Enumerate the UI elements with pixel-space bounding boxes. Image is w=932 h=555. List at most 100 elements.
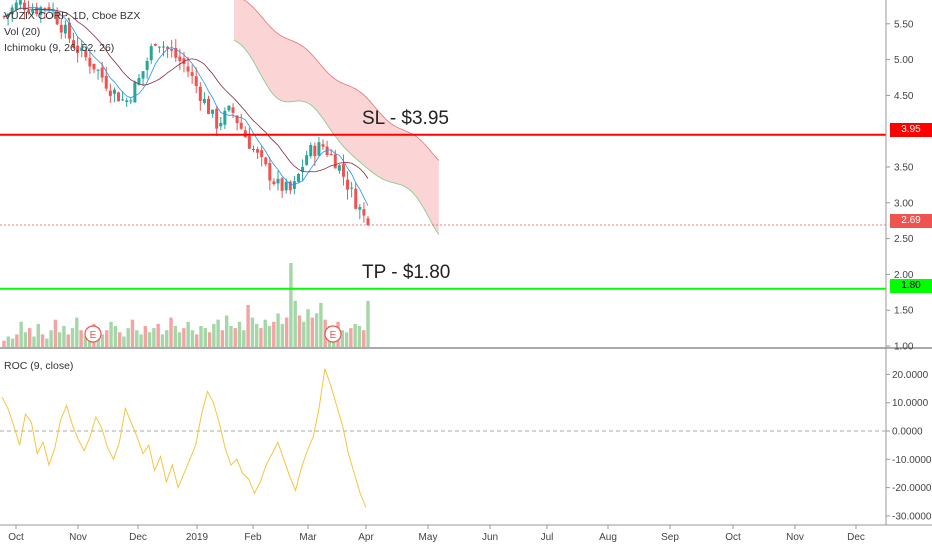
candle-body: [198, 86, 202, 101]
candle-body: [43, 8, 47, 10]
candle-body: [362, 209, 366, 216]
candlesticks: [2, 0, 370, 227]
volume-bar: [156, 323, 160, 347]
volume-bar: [40, 334, 45, 347]
volume-bar: [242, 330, 246, 347]
volume-bar: [340, 330, 345, 347]
volume-bar: [139, 334, 143, 347]
volume-bar: [276, 313, 280, 347]
time-tick-label: 2019: [186, 532, 209, 543]
volume-bar: [207, 332, 212, 347]
conversion-line: [3, 6, 369, 206]
candle-body: [223, 110, 227, 125]
volume-bar: [267, 326, 272, 347]
price-tick-label: 5.00: [894, 55, 914, 66]
candle-body: [153, 44, 157, 46]
volume-bar: [362, 330, 366, 347]
legend-symbol: VUZIX CORP, 1D, Cboe BZX: [4, 10, 141, 22]
volume-bar: [224, 315, 229, 347]
candle-body: [346, 179, 350, 190]
time-tick-label: Nov: [69, 532, 87, 543]
stop-loss-price-tag: 3.95: [890, 123, 932, 137]
volume-bar: [57, 332, 62, 347]
volume-bar: [302, 321, 306, 347]
candle-body: [272, 181, 276, 185]
time-tick-label: Aug: [599, 532, 617, 543]
volume-bar: [195, 334, 199, 347]
candle-body: [206, 98, 210, 114]
volume-bar: [109, 321, 113, 347]
volume-bar: [259, 328, 263, 347]
candle-body: [190, 72, 194, 76]
candle-body: [288, 181, 292, 191]
ichimoku-cloud: [233, 0, 440, 235]
roc-tick-label: -30.0000: [892, 511, 932, 522]
volume-bar: [45, 338, 49, 347]
volume-bar: [122, 336, 126, 347]
candle-body: [55, 11, 59, 25]
time-tick-label: Mar: [299, 532, 317, 543]
volume-bar: [186, 321, 190, 347]
time-tick-label: Dec: [847, 532, 865, 543]
candle-body: [129, 100, 133, 102]
take-profit-label: TP - $1.80: [362, 262, 451, 283]
volume-bar: [143, 326, 148, 347]
candle-body: [27, 10, 31, 13]
volume-bar: [293, 300, 297, 347]
price-tick-label: 1.50: [894, 306, 914, 317]
roc-tick-label: 20.0000: [892, 370, 929, 381]
legend-volume: Vol (20): [4, 26, 41, 38]
candle-body: [88, 57, 92, 67]
candle-body: [112, 89, 116, 94]
ichimoku-lines: [3, 6, 369, 206]
volume-bar: [117, 332, 122, 347]
candle-body: [125, 100, 129, 102]
candle-body: [84, 50, 88, 58]
price-tick-label: 3.50: [894, 163, 914, 174]
candle-body: [284, 181, 288, 191]
earnings-marker-label: E: [90, 330, 97, 341]
volume-bar: [297, 315, 302, 347]
volume-bar: [169, 317, 173, 347]
candle-body: [194, 76, 198, 87]
candle-body: [178, 56, 182, 62]
volume-bar: [105, 330, 109, 347]
base-line: [3, 7, 369, 179]
legend-ichimoku: Ichimoku (9, 26, 52, 26): [4, 42, 115, 54]
volume-bar: [203, 328, 207, 347]
last-price-tag: 2.69: [890, 214, 932, 228]
candle-body: [280, 178, 284, 191]
volume-bar: [2, 340, 6, 347]
roc-pane: [0, 368, 886, 508]
candle-body: [14, 2, 18, 10]
volume-bar: [250, 317, 255, 347]
volume-bar: [165, 330, 169, 347]
volume-bar: [152, 328, 156, 347]
candle-body: [108, 90, 112, 96]
candle-body: [354, 188, 358, 209]
roc-tick-label: 10.0000: [892, 398, 929, 409]
volume-bar: [160, 334, 165, 347]
price-tick-label: 4.50: [894, 91, 914, 102]
candle-body: [92, 63, 96, 70]
candle-body: [305, 155, 309, 165]
volume-bar: [306, 309, 310, 347]
candle-body: [296, 173, 300, 182]
candle-body: [301, 166, 305, 172]
price-tick-label: 1.00: [894, 342, 914, 353]
candle-body: [227, 105, 231, 111]
price-levels: [0, 133, 886, 290]
volume-bar: [135, 330, 139, 347]
volume-bar: [319, 302, 323, 347]
candle-body: [292, 181, 296, 189]
candle-body: [63, 24, 67, 34]
candle-body: [100, 67, 104, 78]
earnings-marker: [84, 325, 102, 343]
candle-body: [358, 207, 362, 210]
candle-body: [337, 165, 341, 171]
candle-body: [313, 145, 317, 157]
candle-body: [235, 115, 239, 124]
candle-body: [18, 0, 22, 5]
volume-bar: [310, 317, 315, 347]
